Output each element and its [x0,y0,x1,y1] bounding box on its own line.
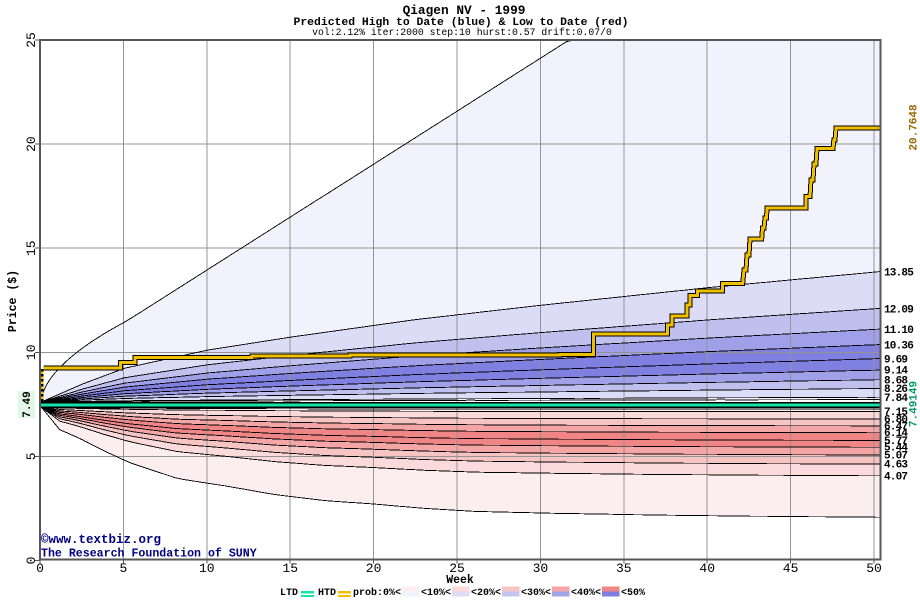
svg-text:25: 25 [24,32,39,48]
svg-text:15: 15 [282,561,298,576]
svg-text:prob:0%<: prob:0%< [353,587,401,599]
svg-text:<20%<: <20%< [471,588,501,599]
svg-text:<40%<: <40%< [571,588,601,599]
svg-text:<50%: <50% [621,588,645,599]
svg-text:10.36: 10.36 [884,340,913,352]
svg-text:5: 5 [119,561,127,576]
svg-text:The Research Foundation of SUN: The Research Foundation of SUNY [41,548,257,561]
svg-text:12.09: 12.09 [884,304,913,316]
svg-text:Week: Week [446,574,474,587]
svg-text:10: 10 [24,344,39,360]
svg-text:13.85: 13.85 [884,268,914,280]
svg-text:20.7648: 20.7648 [909,104,920,151]
svg-text:7.84: 7.84 [884,393,908,405]
svg-text:5: 5 [24,452,39,460]
svg-text:vol:2.12% iter:2000 step:10 hu: vol:2.12% iter:2000 step:10 hurst:0.57 d… [312,27,612,38]
svg-text:45: 45 [783,561,799,576]
svg-text:35: 35 [616,561,632,576]
svg-text:9.69: 9.69 [884,354,907,366]
svg-text:<10%<: <10%< [421,588,451,599]
svg-text:4.63: 4.63 [884,460,908,472]
svg-text:<30%<: <30%< [521,588,551,599]
svg-text:30: 30 [533,561,549,576]
svg-text:20: 20 [366,561,382,576]
svg-text:4.07: 4.07 [884,471,907,483]
svg-text:©www.textbiz.org: ©www.textbiz.org [41,533,161,547]
svg-text:HTD: HTD [318,588,336,599]
svg-text:7.49: 7.49 [22,391,34,417]
svg-text:15: 15 [24,240,39,256]
svg-text:11.10: 11.10 [884,325,913,337]
svg-text:Price ($): Price ($) [7,270,20,332]
svg-text:Qiagen NV - 1999: Qiagen NV - 1999 [403,3,526,18]
svg-text:LTD: LTD [280,588,298,599]
svg-text:20: 20 [24,136,39,152]
svg-text:0: 0 [24,557,39,565]
svg-text:7.49149: 7.49149 [909,381,920,427]
svg-text:50: 50 [866,561,882,576]
svg-text:40: 40 [699,561,715,576]
svg-text:10: 10 [199,561,215,576]
